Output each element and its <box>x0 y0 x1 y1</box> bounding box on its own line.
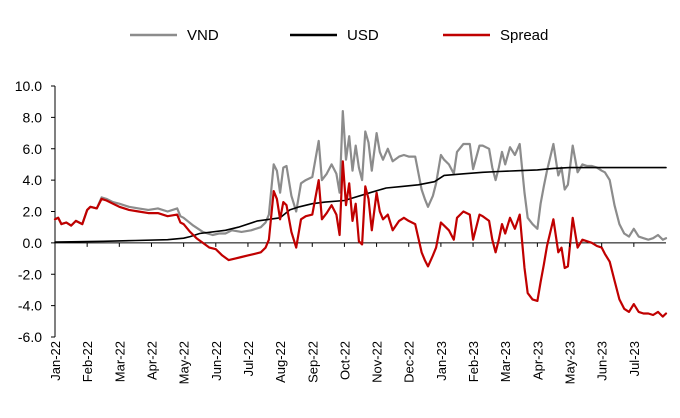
y-tick-label: -4.0 <box>18 298 42 314</box>
x-tick-label: Feb-23 <box>466 341 481 382</box>
x-tick-label: Apr-23 <box>530 341 545 380</box>
x-tick-label: Jan-23 <box>434 341 449 381</box>
y-tick-label: 0.0 <box>23 235 43 251</box>
axes <box>54 86 666 337</box>
x-tick-label: Aug-22 <box>273 341 288 383</box>
legend-label-vnd: VND <box>187 27 219 44</box>
y-tick-label: 2.0 <box>23 204 43 220</box>
x-tick-label: May-22 <box>177 341 192 384</box>
x-tick-label: Sep-22 <box>305 341 320 383</box>
x-tick-label: Apr-22 <box>144 341 159 380</box>
series-line-vnd <box>53 109 668 241</box>
x-tick-label: Feb-22 <box>80 341 95 382</box>
x-tick-label: Mar-22 <box>112 341 127 382</box>
series-line-spread <box>53 160 668 318</box>
y-tick-label: 8.0 <box>23 109 43 125</box>
x-tick-label: Jan-22 <box>48 341 63 381</box>
x-tick-label: Jun-22 <box>209 341 224 381</box>
y-tick-label: 10.0 <box>15 78 42 94</box>
series-layer <box>53 109 668 318</box>
x-tick-label: Oct-22 <box>337 341 352 380</box>
x-tick-label: Jul-23 <box>627 341 642 376</box>
y-axis-ticks: 10.0 8.0 6.0 4.0 2.0 0.0 -2.0 -4.0 -6.0 <box>15 78 55 345</box>
x-axis-ticks: Jan-22 Feb-22 Mar-22 Apr-22 May-22 Jun-22 Jul-… <box>48 242 642 384</box>
x-tick-label: Dec-22 <box>402 341 417 383</box>
y-tick-label: 6.0 <box>23 141 43 157</box>
x-tick-label: Jul-22 <box>241 341 256 376</box>
y-tick-label: -2.0 <box>18 266 42 282</box>
legend-label-spread: Spread <box>500 27 548 44</box>
x-tick-label: May-23 <box>563 341 578 384</box>
chart-legend: VND USD Spread <box>130 27 548 44</box>
x-tick-label: Jun-23 <box>595 341 610 381</box>
y-tick-label: 4.0 <box>23 172 43 188</box>
x-tick-label: Nov-22 <box>370 341 385 383</box>
y-tick-label: -6.0 <box>18 329 42 345</box>
legend-label-usd: USD <box>347 27 379 44</box>
x-tick-label: Mar-23 <box>498 341 513 382</box>
